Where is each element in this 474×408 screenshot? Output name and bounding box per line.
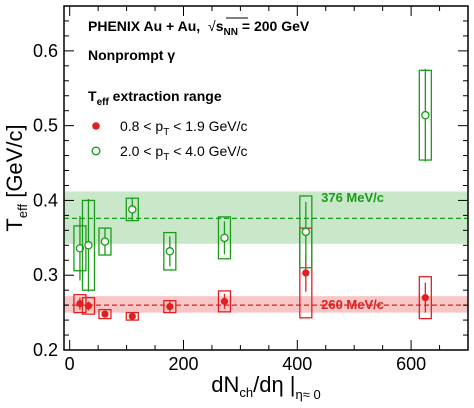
syst-box-0-4: [163, 299, 177, 314]
data-point-0-1: [84, 302, 93, 310]
data-point-0-2: [101, 310, 109, 318]
data-point-1-6: [301, 227, 311, 237]
points-layer: [73, 68, 432, 321]
y-axis-title: Teff [GeV/c]: [2, 124, 30, 231]
data-point-1-4: [165, 247, 175, 256]
plot-frame: [63, 5, 469, 351]
x-axis-title: dNch/dη |η≈ 0: [211, 372, 321, 402]
y-tick-label-0: 0.2: [33, 340, 58, 360]
data-point-0-4: [166, 303, 174, 311]
syst-box-1-5: [217, 216, 232, 260]
legend-title: Teff extraction range: [88, 88, 222, 108]
data-point-0-6: [302, 269, 310, 277]
legend-marker-red: [92, 122, 100, 130]
band-1: [64, 296, 468, 313]
legend-marker-green: [91, 146, 101, 156]
y-tick-label-1: 0.3: [33, 265, 58, 285]
syst-box-0-3: [125, 311, 139, 321]
syst-box-1-6: [299, 195, 313, 269]
x-tick-label-2: 400: [282, 354, 312, 374]
band-label-red: 260 MeV/c: [321, 297, 384, 312]
syst-box-0-1: [81, 297, 96, 315]
syst-box-0-5: [217, 290, 232, 313]
annotation-collab: PHENIX Au + Au, √sNN = 200 GeV: [88, 18, 310, 38]
bands-layer: [64, 191, 468, 313]
syst-box-0-7: [418, 276, 432, 320]
x-tick-label-3: 600: [396, 354, 426, 374]
annotation-nonprompt: Nonprompt γ: [88, 47, 175, 63]
band-0: [64, 191, 468, 244]
data-point-0-5: [220, 297, 229, 305]
y-tick-label-3: 0.5: [33, 116, 58, 136]
data-point-1-3: [128, 205, 137, 214]
x-tick-label-1: 200: [168, 354, 198, 374]
y-tick-label-2: 0.4: [33, 190, 58, 210]
data-point-0-3: [128, 312, 136, 320]
data-point-0-0: [76, 300, 84, 308]
syst-box-0-2: [98, 308, 112, 320]
y-tick-label-4: 0.6: [33, 41, 58, 61]
x-tick-label-0: 0: [65, 354, 75, 374]
data-point-1-2: [100, 237, 110, 246]
band-label-green: 376 MeV/c: [321, 190, 384, 205]
syst-box-1-4: [163, 231, 177, 271]
data-point-1-7: [421, 110, 430, 120]
data-point-1-5: [220, 233, 229, 243]
legend-label-green: 2.0 < pT < 4.0 GeV/c: [120, 143, 248, 163]
data-point-1-0: [75, 244, 85, 253]
data-point-1-1: [84, 241, 93, 250]
ticks-layer: 0 200 400 600 0.2 0.3 0.4 0.5 0.6: [33, 5, 469, 374]
legend-label-red: 0.8 < pT < 1.9 GeV/c: [120, 118, 248, 138]
data-point-0-7: [421, 294, 429, 302]
